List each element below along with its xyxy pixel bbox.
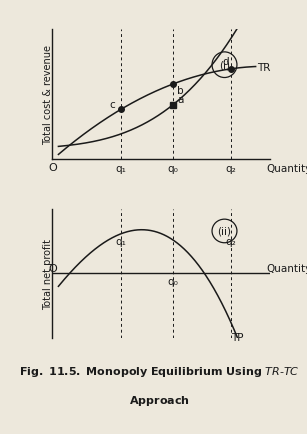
Text: c: c	[109, 99, 115, 109]
Text: (ii): (ii)	[217, 227, 231, 237]
Text: Quantity: Quantity	[266, 164, 307, 174]
Text: TR: TR	[257, 62, 270, 72]
Text: TP: TP	[231, 332, 243, 342]
Text: b: b	[177, 86, 184, 96]
Text: q₂: q₂	[225, 164, 236, 174]
Text: d: d	[222, 57, 229, 67]
Text: (i): (i)	[219, 61, 230, 71]
Y-axis label: Total net profit: Total net profit	[43, 238, 53, 309]
Text: a: a	[177, 95, 184, 105]
Text: q₀: q₀	[167, 276, 178, 286]
Text: O: O	[49, 162, 58, 172]
Text: q₁: q₁	[115, 164, 126, 174]
Text: Quantity: Quantity	[266, 263, 307, 273]
Text: q₂: q₂	[225, 237, 236, 247]
Y-axis label: Total cost & revenue: Total cost & revenue	[43, 45, 53, 145]
Text: O: O	[49, 263, 58, 273]
Text: $\bf{Fig.\ 11.5.}$ $\bf{Monopoly\ Equilibrium\ Using}$ $\mathbf{\mathit{TR\text{: $\bf{Fig.\ 11.5.}$ $\bf{Monopoly\ Equili…	[19, 365, 300, 378]
Text: q₁: q₁	[115, 237, 126, 247]
Text: $\bf{Approach}$: $\bf{Approach}$	[129, 393, 190, 407]
Text: q₀: q₀	[167, 164, 178, 174]
